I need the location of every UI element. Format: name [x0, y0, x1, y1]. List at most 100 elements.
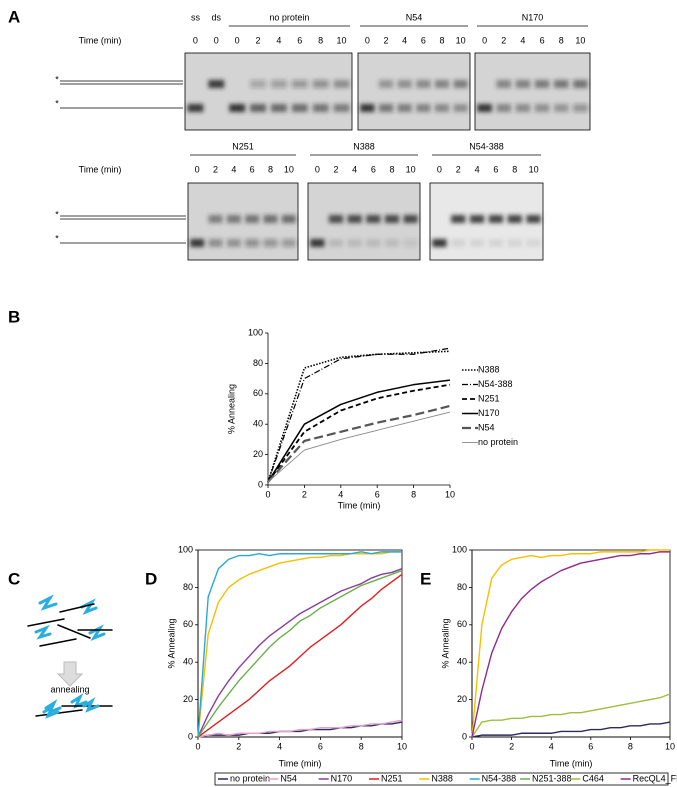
- x-tick-label: 0: [469, 741, 474, 751]
- y-tick-label: 100: [178, 544, 193, 554]
- series-line: [197, 719, 403, 738]
- lane-time: 0: [195, 164, 200, 174]
- x-tick-label: 6: [588, 741, 593, 751]
- lane-time: 10: [284, 164, 294, 174]
- band: [507, 215, 522, 223]
- y-tick-label: 40: [253, 419, 263, 429]
- gel: [357, 52, 471, 131]
- series-line: [267, 347, 451, 483]
- band: [515, 104, 531, 112]
- lane-time: 4: [231, 164, 236, 174]
- lane-time: 8: [512, 164, 517, 174]
- y-tick-label: 0: [258, 479, 263, 489]
- band: [397, 80, 412, 88]
- band: [384, 239, 400, 247]
- series-line: [197, 551, 402, 738]
- series-line: [267, 350, 451, 483]
- series-line: [471, 551, 670, 738]
- schematic: [27, 594, 113, 719]
- lane-time: 6: [540, 35, 545, 45]
- gel-bands: [432, 215, 541, 247]
- legend-label: N170: [331, 773, 353, 783]
- band: [573, 104, 588, 112]
- lane-time: 10: [456, 35, 466, 45]
- panel-label: C: [8, 569, 20, 588]
- lane-time: 0: [193, 35, 198, 45]
- band: [416, 80, 431, 88]
- band: [312, 80, 329, 88]
- lane-time: 2: [213, 164, 218, 174]
- band: [328, 239, 344, 247]
- plot-frame: [471, 549, 671, 738]
- panel-label: B: [8, 307, 20, 326]
- lane-time: 6: [493, 164, 498, 174]
- band-marker: *: [55, 233, 59, 243]
- band: [310, 239, 325, 247]
- lane-time: 8: [439, 35, 444, 45]
- band: [488, 239, 504, 247]
- band: [360, 104, 375, 112]
- legend-label: N251: [478, 393, 500, 403]
- band: [208, 215, 223, 223]
- x-tick-label: 8: [628, 741, 633, 751]
- y-tick-label: 60: [253, 388, 263, 398]
- lane-time: 2: [333, 164, 338, 174]
- lane-time: 10: [529, 164, 539, 174]
- plot-frame: [197, 549, 403, 738]
- legend-label: N54: [280, 773, 297, 783]
- series-line: [471, 693, 671, 738]
- band: [451, 239, 466, 247]
- band: [573, 80, 588, 88]
- x-axis-title: Time (min): [279, 758, 322, 768]
- y-tick-label: 40: [183, 657, 193, 667]
- gel-title: N54-388: [469, 141, 504, 151]
- series-line: [197, 573, 403, 738]
- y-tick-label: 0: [462, 731, 467, 741]
- band: [229, 104, 246, 112]
- gel-bands: [360, 80, 468, 112]
- lane-time: 6: [421, 35, 426, 45]
- series-line: [471, 549, 670, 738]
- x-tick-label: 0: [265, 489, 270, 499]
- lane-time: 0: [482, 35, 487, 45]
- band: [434, 104, 450, 112]
- band: [271, 80, 287, 88]
- legend-label: no protein: [230, 773, 270, 783]
- y-tick-label: 80: [457, 582, 467, 592]
- band: [526, 215, 541, 223]
- band: [534, 104, 550, 112]
- legend-label: N54-388: [482, 773, 517, 783]
- lane-time: 2: [456, 164, 461, 174]
- lane-time: 10: [406, 164, 416, 174]
- legend-label: RecQL4_FL: [633, 773, 677, 783]
- band: [416, 104, 431, 112]
- y-axis-title: % Annealing: [440, 618, 450, 668]
- x-tick-label: 4: [549, 741, 554, 751]
- band: [397, 104, 412, 112]
- y-tick-label: 80: [253, 358, 263, 368]
- lane-time: 4: [475, 164, 480, 174]
- gel-title: N170: [522, 12, 544, 22]
- y-tick-label: 0: [188, 731, 193, 741]
- band: [263, 215, 278, 223]
- legend-label: N251-388: [532, 773, 572, 783]
- band: [469, 239, 485, 247]
- legend-label: N54-388: [478, 379, 513, 389]
- lane-time: 2: [501, 35, 506, 45]
- lane-time: 6: [250, 164, 255, 174]
- band: [366, 215, 381, 223]
- band: [187, 104, 204, 112]
- band-marker: *: [55, 74, 59, 84]
- y-tick-label: 20: [183, 694, 193, 704]
- band: [281, 215, 296, 223]
- band: [553, 80, 569, 88]
- gel-title: no protein: [269, 12, 309, 22]
- x-axis-title: Time (min): [550, 758, 593, 768]
- x-tick-label: 2: [302, 489, 307, 499]
- band: [507, 239, 522, 247]
- lane-time: 8: [268, 164, 273, 174]
- band: [378, 104, 394, 112]
- y-tick-label: 40: [457, 657, 467, 667]
- lane-time: 8: [318, 35, 323, 45]
- x-tick-label: 10: [665, 741, 675, 751]
